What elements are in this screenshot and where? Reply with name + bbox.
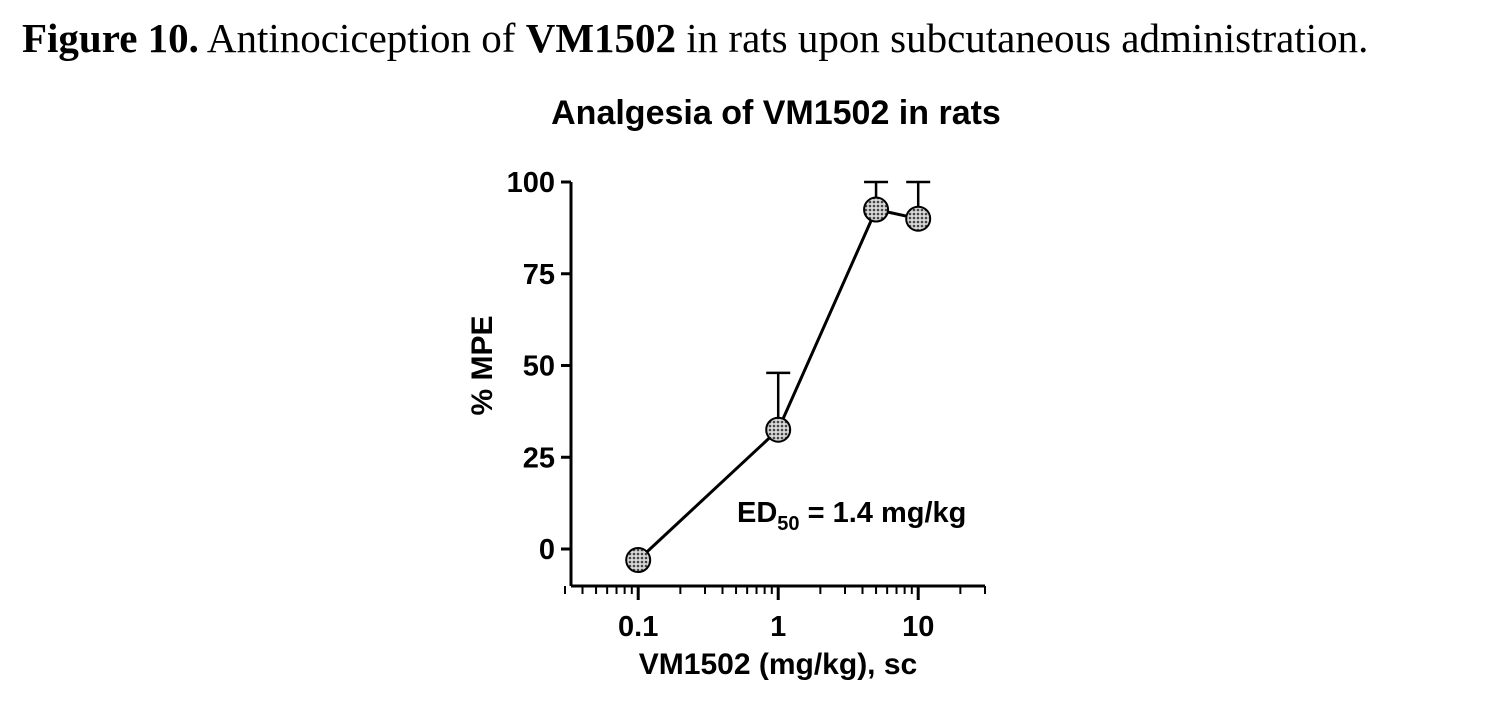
x-tick-label: 1 (770, 611, 786, 643)
ed50-main: ED (737, 497, 777, 529)
series-line (637, 207, 919, 562)
caption-text-before: Antinociception of (198, 15, 526, 61)
caption-text-after: in rats upon subcutaneous administration… (676, 15, 1369, 61)
y-tick-label: 0 (539, 534, 555, 566)
caption-label: Figure 10. (22, 15, 199, 61)
ed50-subscript: 50 (777, 513, 799, 535)
data-point (905, 205, 932, 232)
x-tick-label: 10 (902, 611, 934, 643)
y-tick-label: 100 (507, 167, 555, 199)
data-point (863, 196, 890, 223)
y-tick-label: 75 (523, 259, 555, 291)
x-axis-label: VM1502 (mg/kg), sc (639, 648, 917, 681)
ed50-annotation: ED50 = 1.4 mg/kg (737, 497, 966, 535)
y-axis-label: % MPE (466, 315, 499, 415)
figure-caption: Figure 10. Antinociception of VM1502 in … (22, 12, 1492, 64)
caption-compound: VM1502 (525, 15, 677, 61)
data-points (625, 196, 932, 574)
series-line-group (637, 207, 919, 562)
data-point (765, 416, 792, 443)
x-tick-label: 0.1 (618, 611, 658, 643)
chart-title: Analgesia of VM1502 in rats (551, 94, 1001, 132)
y-tick-label: 25 (523, 442, 555, 474)
y-tick-label: 50 (523, 351, 555, 383)
axes: 0 25 50 75 100 0.1 1 10 (507, 167, 986, 643)
ed50-rest: = 1.4 mg/kg (800, 497, 967, 529)
data-point (625, 547, 652, 574)
